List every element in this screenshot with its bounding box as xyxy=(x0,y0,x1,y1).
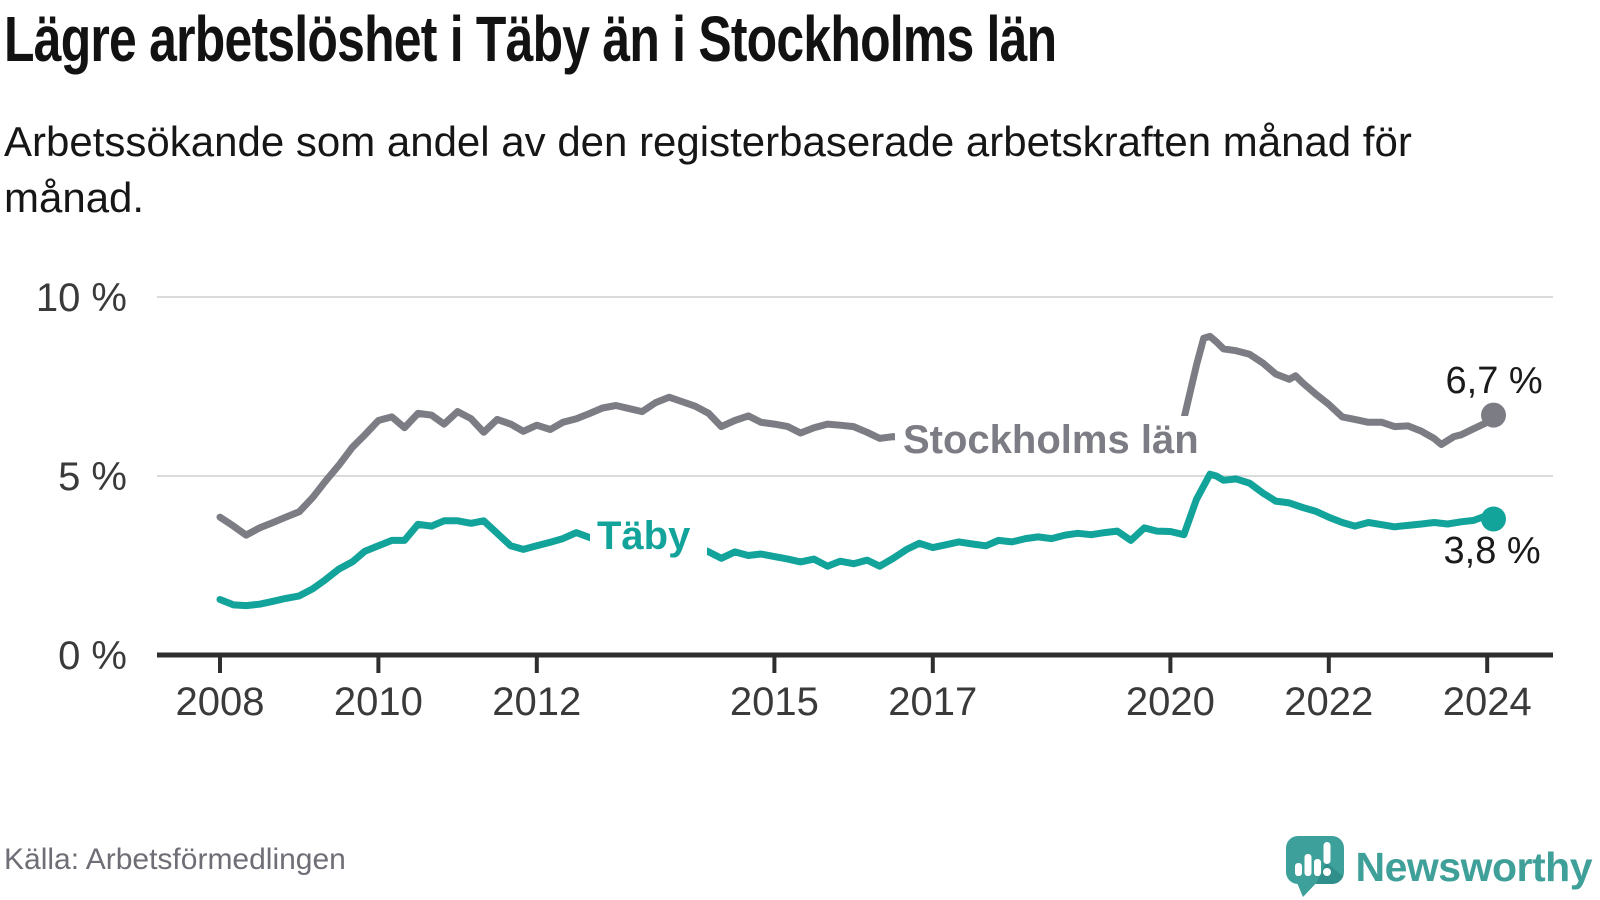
x-tick-label-2022: 2022 xyxy=(1284,680,1373,724)
source-note: Källa: Arbetsförmedlingen xyxy=(4,843,346,876)
newsworthy-speech-bubble-bar-chart-icon xyxy=(1285,836,1344,897)
logo-bar-1 xyxy=(1294,863,1302,876)
y-tick-label-10pct: 10 % xyxy=(36,276,127,320)
logo-bar-3 xyxy=(1313,859,1321,876)
line-chart: 10 % 5 % 0 % Stockholms län Täby 6,7 % 3,8 % 20… xyxy=(36,276,1553,724)
x-tick-label-2020: 2020 xyxy=(1126,680,1215,724)
end-value-label-t-by: 3,8 % xyxy=(1444,530,1541,572)
end-dot-stockholms-l-n xyxy=(1481,402,1506,428)
newsworthy-logo-text: Newsworthy xyxy=(1355,843,1593,890)
x-tick-label-2015: 2015 xyxy=(730,680,819,724)
logo-exclamation-dot xyxy=(1322,868,1331,876)
end-value-label-stockholms-l-n: 6,7 % xyxy=(1446,360,1543,402)
page-title: Lägre arbetslöshet i Täby än i Stockholm… xyxy=(4,3,1057,75)
y-tick-label-5pct: 5 % xyxy=(58,455,127,499)
logo-exclamation-bar xyxy=(1323,842,1330,864)
series-label-mask-stockholms-l-n xyxy=(895,416,1227,458)
x-tick-label-2008: 2008 xyxy=(176,680,265,724)
chart-subtitle: Arbetssökande som andel av den registerb… xyxy=(4,118,1412,222)
x-tick-label-2024: 2024 xyxy=(1443,680,1532,724)
x-tick-label-2012: 2012 xyxy=(492,680,581,724)
logo-bar-2 xyxy=(1304,854,1311,876)
series-label-mask-t-by xyxy=(590,512,707,563)
y-tick-label-0pct: 0 % xyxy=(58,634,127,678)
series-line-t-by xyxy=(216,470,1497,610)
end-dot-t-by xyxy=(1481,506,1506,532)
x-tick-label-2010: 2010 xyxy=(334,680,423,724)
newsworthy-logo: Newsworthy xyxy=(1285,836,1593,898)
series-label-t-by: Täby xyxy=(597,514,691,558)
x-tick-label-2017: 2017 xyxy=(888,680,977,724)
series-label-stockholms-l-n: Stockholms län xyxy=(903,418,1199,462)
series-line-stockholms-l-n xyxy=(216,332,1497,539)
